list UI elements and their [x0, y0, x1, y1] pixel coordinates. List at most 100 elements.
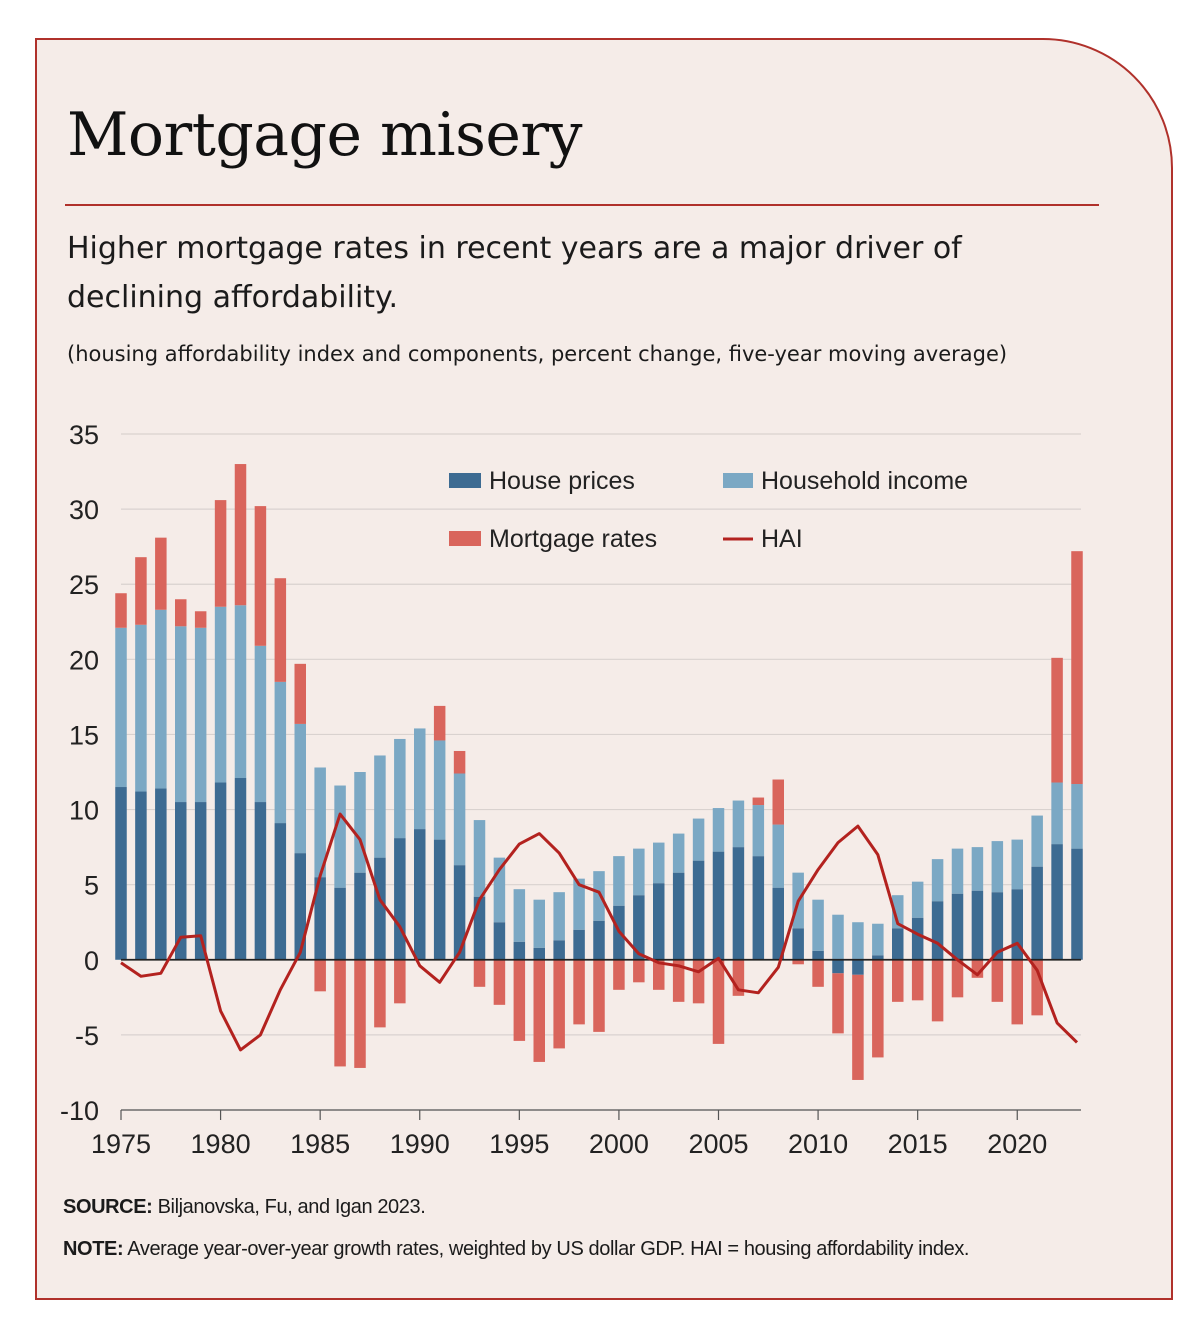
chart-subtitle: Higher mortgage rates in recent years ar…: [67, 231, 962, 315]
bar-house-prices: [1011, 889, 1023, 960]
bar-house-prices: [1051, 844, 1063, 960]
y-tick-label: 5: [84, 871, 99, 901]
bar-household-income: [294, 723, 306, 854]
bar-house-prices: [334, 887, 346, 960]
bar-house-prices: [892, 928, 904, 960]
bar-house-prices: [553, 940, 565, 960]
bar-household-income: [752, 805, 765, 857]
bar-mortgage-rates: [712, 959, 725, 1044]
bar-mortgage-rates: [374, 959, 386, 1028]
bar-household-income: [194, 627, 207, 803]
legend-label-house-prices: House prices: [489, 467, 635, 495]
bar-mortgage-rates: [194, 611, 207, 628]
bar-house-prices: [513, 941, 526, 960]
bar-mortgage-rates: [633, 959, 645, 983]
bar-household-income: [1011, 839, 1023, 890]
bar-household-income: [175, 626, 187, 803]
y-tick-label: 15: [69, 720, 99, 750]
bar-mortgage-rates: [394, 959, 406, 1004]
bar-house-prices: [951, 893, 964, 960]
bar-house-prices: [653, 883, 665, 960]
bar-mortgage-rates: [792, 959, 804, 965]
bar-household-income: [772, 824, 784, 888]
bar-mortgage-rates: [1031, 959, 1043, 1016]
bar-household-income: [971, 847, 984, 891]
x-tick-label: 1990: [390, 1129, 450, 1159]
bar-household-income: [692, 818, 705, 861]
bar-mortgage-rates: [872, 959, 884, 1058]
y-tick-label: 20: [69, 645, 99, 675]
bar-house-prices: [971, 890, 984, 960]
title-divider: [65, 204, 1099, 206]
bar-mortgage-rates: [752, 797, 765, 806]
bar-house-prices: [633, 895, 645, 960]
bar-household-income: [573, 878, 585, 930]
bar-mortgage-rates: [812, 959, 824, 987]
bar-mortgage-rates: [234, 464, 247, 606]
bar-mortgage-rates: [672, 959, 685, 1002]
bar-house-prices: [593, 920, 605, 960]
bar-household-income: [135, 624, 147, 792]
bar-house-prices: [772, 887, 784, 960]
legend-label-household-income: Household income: [761, 467, 968, 495]
bar-household-income: [334, 785, 346, 888]
chart-card: Mortgage misery Higher mortgage rates in…: [35, 38, 1173, 1300]
bar-household-income: [433, 740, 446, 840]
bar-household-income: [394, 738, 406, 839]
bar-house-prices: [314, 877, 326, 960]
bar-house-prices: [473, 896, 486, 960]
bar-household-income: [1071, 784, 1083, 849]
bar-house-prices: [732, 847, 745, 960]
y-tick-label: 30: [69, 495, 99, 525]
note-label: NOTE:: [63, 1238, 124, 1260]
x-tick-label: 1980: [191, 1129, 251, 1159]
bar-household-income: [553, 892, 565, 941]
bar-house-prices: [832, 959, 844, 974]
bar-household-income: [234, 605, 247, 779]
bar-household-income: [712, 808, 725, 852]
bar-mortgage-rates: [852, 974, 864, 1080]
bar-household-income: [892, 895, 904, 929]
bar-house-prices: [1031, 866, 1043, 960]
bar-household-income: [832, 914, 844, 960]
bar-house-prices: [692, 860, 705, 960]
hai-line-group: [120, 812, 1079, 1052]
x-tick-label: 2015: [888, 1129, 948, 1159]
legend-label-mortgage-rates: Mortgage rates: [489, 525, 657, 553]
bar-mortgage-rates: [254, 506, 267, 646]
x-tick-label: 2010: [788, 1129, 848, 1159]
bar-household-income: [115, 627, 127, 788]
bar-mortgage-rates: [214, 500, 227, 607]
x-tick-label: 1975: [91, 1129, 151, 1159]
bar-household-income: [374, 755, 386, 858]
hai-line: [120, 812, 1079, 1052]
bar-house-prices: [931, 901, 944, 960]
bar-household-income: [812, 899, 824, 951]
y-tick-label: -10: [60, 1096, 99, 1126]
bar-house-prices: [812, 950, 824, 960]
bar-house-prices: [254, 802, 267, 960]
bar-house-prices: [374, 857, 386, 960]
bar-mortgage-rates: [533, 959, 545, 1062]
bar-household-income: [672, 833, 685, 873]
bar-mortgage-rates: [931, 959, 944, 1022]
bar-house-prices: [394, 838, 406, 960]
bar-mortgage-rates: [513, 959, 526, 1041]
bar-house-prices: [573, 929, 585, 960]
bars: [115, 464, 1083, 1080]
bar-house-prices: [414, 829, 426, 960]
bar-house-prices: [712, 851, 725, 960]
bar-household-income: [473, 820, 486, 897]
bar-mortgage-rates: [493, 959, 506, 1005]
source-label: SOURCE:: [63, 1196, 153, 1218]
bar-household-income: [593, 871, 605, 921]
bar-house-prices: [194, 802, 207, 960]
legend: House prices Household income Mortgage r…: [449, 467, 968, 553]
bar-household-income: [931, 859, 944, 902]
bar-mortgage-rates: [274, 578, 287, 682]
bar-mortgage-rates: [892, 959, 904, 1002]
bar-mortgage-rates: [175, 599, 187, 627]
bar-house-prices: [453, 865, 466, 960]
bar-household-income: [991, 841, 1004, 893]
bar-house-prices: [234, 778, 247, 960]
